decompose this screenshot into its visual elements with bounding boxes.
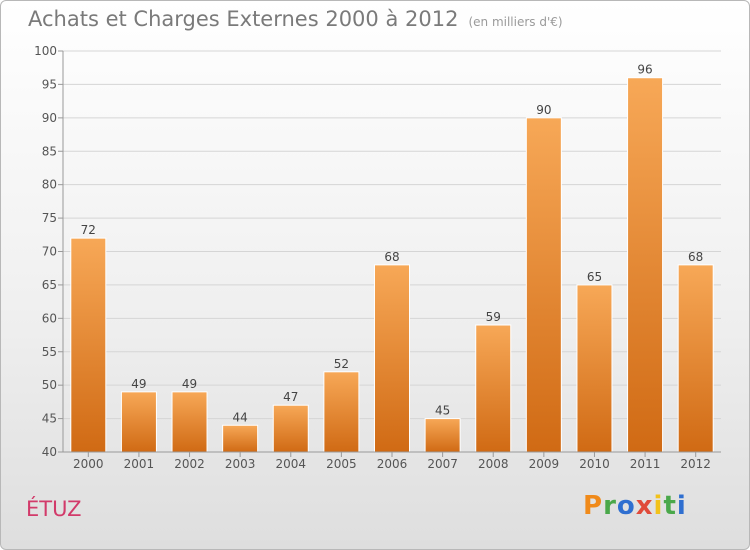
bar-2011	[627, 77, 664, 453]
y-tick-label: 95	[42, 77, 57, 91]
bar-2008	[475, 324, 512, 453]
y-tick-label: 70	[42, 245, 57, 259]
x-tick-label: 2000	[73, 457, 104, 471]
bar-2005	[323, 371, 360, 453]
x-tick-label: 2004	[275, 457, 306, 471]
x-tick-label: 2011	[630, 457, 661, 471]
bar-2003	[222, 424, 259, 453]
data-label-2003: 44	[233, 410, 248, 424]
data-label-2007: 45	[435, 404, 450, 418]
bars	[70, 77, 714, 453]
bar-2007	[424, 418, 461, 453]
chart-unit: (en milliers d'€)	[468, 15, 563, 29]
commune-name: ÉTUZ	[26, 497, 82, 521]
bar-2001	[120, 391, 157, 453]
logo-letter: P	[583, 491, 604, 521]
y-tick-label: 55	[42, 345, 57, 359]
y-tick-label: 90	[42, 111, 57, 125]
y-tick-label: 75	[42, 211, 57, 225]
x-tick-label: 2006	[377, 457, 408, 471]
bar-2002	[171, 391, 208, 453]
y-axis: 40 45 50 55 60 65 70 75 80 85 90 95 100	[34, 44, 64, 459]
data-label-2004: 47	[283, 390, 298, 404]
data-label-2012: 68	[688, 250, 703, 264]
x-tick-label: 2008	[478, 457, 509, 471]
bar-2012	[677, 264, 714, 453]
chart-title-block: Achats et Charges Externes 2000 à 2012 (e…	[28, 7, 563, 31]
y-tick-label: 85	[42, 144, 57, 158]
x-axis: 2000 2001 2002 2003 2004 2005 2006 2007 2008 2009…	[63, 451, 721, 471]
y-tick-label: 65	[42, 278, 57, 292]
x-tick-label: 2007	[427, 457, 458, 471]
y-tick-label: 50	[42, 378, 57, 392]
data-label-2006: 68	[384, 250, 399, 264]
y-tick-label: 80	[42, 178, 57, 192]
y-tick-label: 60	[42, 311, 57, 325]
bar-2004	[272, 404, 309, 453]
logo-letter: x	[635, 491, 654, 521]
x-tick-label: 2009	[529, 457, 560, 471]
bar-2006	[374, 264, 410, 453]
x-tick-label: 2002	[174, 457, 205, 471]
y-tick-label: 100	[34, 44, 57, 58]
data-label-2010: 65	[587, 270, 602, 284]
y-tick-label: 45	[42, 412, 57, 426]
x-tick-label: 2001	[124, 457, 155, 471]
bar-2009	[525, 117, 562, 453]
data-label-2008: 59	[486, 310, 501, 324]
data-labels: 72 49 49 44 47 52 68 45 59 90 65 96 68	[81, 63, 704, 425]
logo-letter: i	[676, 491, 687, 521]
x-tick-label: 2005	[326, 457, 357, 471]
x-tick-label: 2012	[680, 457, 711, 471]
logo-letter: i	[653, 491, 664, 521]
chart-title: Achats et Charges Externes 2000 à 2012	[28, 7, 459, 31]
data-label-2000: 72	[81, 223, 96, 237]
logo-letter: t	[663, 491, 677, 521]
logo-letter: o	[616, 491, 636, 521]
x-tick-label: 2010	[579, 457, 610, 471]
data-label-2002: 49	[182, 377, 197, 391]
data-label-2005: 52	[334, 357, 349, 371]
data-label-2011: 96	[637, 63, 652, 77]
proxiti-logo[interactable]: Proxiti	[583, 491, 687, 521]
data-label-2009: 90	[536, 103, 551, 117]
y-tick-label: 40	[42, 445, 57, 459]
logo-letter: r	[603, 491, 617, 521]
bar-2000	[70, 237, 107, 453]
x-tick-label: 2003	[225, 457, 256, 471]
bar-2010	[576, 284, 613, 453]
data-label-2001: 49	[131, 377, 146, 391]
